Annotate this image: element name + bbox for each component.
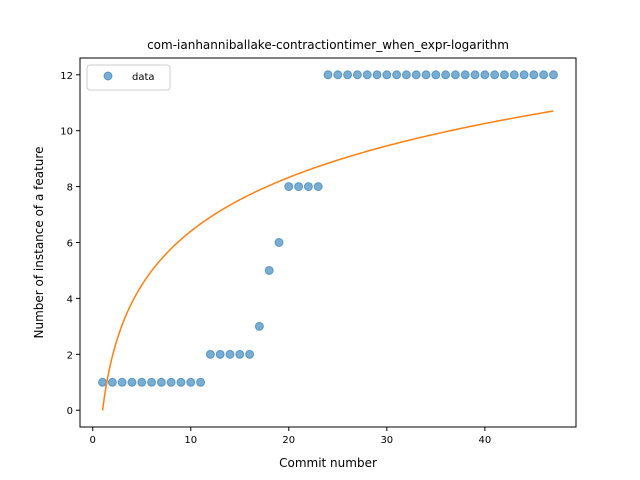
data-point: [137, 377, 147, 387]
data-point: [215, 349, 225, 359]
data-point: [490, 70, 500, 80]
data-point: [362, 70, 372, 80]
data-point: [127, 377, 137, 387]
chart-title: com-ianhanniballake-contractiontimer_whe…: [147, 38, 509, 52]
data-point: [401, 70, 411, 80]
data-point: [117, 377, 127, 387]
x-tick-label: 10: [184, 435, 197, 446]
y-tick-label: 4: [67, 294, 73, 305]
y-tick-label: 0: [67, 406, 73, 417]
x-tick-label: 20: [282, 435, 295, 446]
data-point: [98, 377, 108, 387]
data-point: [470, 70, 480, 80]
data-point: [147, 377, 157, 387]
data-point: [107, 377, 117, 387]
data-point: [254, 321, 264, 331]
data-point: [303, 182, 313, 192]
y-tick-label: 8: [67, 183, 73, 194]
data-point: [196, 377, 206, 387]
data-point: [382, 70, 392, 80]
legend-box: [86, 64, 171, 91]
data-point: [323, 70, 333, 80]
data-point: [274, 238, 284, 247]
data-point: [392, 70, 402, 80]
data-point: [421, 70, 431, 80]
legend-marker-data: [103, 71, 113, 81]
plot-area: 0 10 20 30 40 0 2 4 6 8 10 12: [60, 70, 558, 446]
data-point: [441, 70, 451, 80]
y-tick-label: 12: [60, 71, 73, 82]
data-point: [539, 70, 549, 80]
data-point: [529, 70, 539, 80]
x-tick-label: 0: [90, 435, 96, 446]
y-tick-label: 2: [67, 350, 73, 361]
data-point: [509, 70, 519, 80]
data-point: [372, 70, 382, 80]
data-point: [450, 70, 460, 80]
fit-line: [101, 110, 554, 411]
data-point: [166, 377, 176, 387]
x-axis-label: Commit number: [279, 456, 377, 470]
y-tick-label: 6: [67, 239, 73, 250]
data-point: [176, 377, 186, 387]
data-point: [333, 70, 343, 80]
data-point: [499, 70, 509, 80]
y-tick-label: 10: [60, 127, 73, 138]
data-point: [205, 349, 215, 359]
data-point: [480, 70, 490, 80]
data-point: [460, 70, 470, 80]
data-point: [235, 349, 245, 359]
data-point: [264, 265, 274, 275]
x-tick-label: 30: [380, 435, 393, 446]
legend-label-data: data: [132, 72, 155, 83]
data-point: [313, 182, 323, 192]
x-tick-label: 40: [478, 435, 491, 446]
data-point: [343, 70, 353, 80]
data-point: [186, 377, 196, 387]
data-point: [431, 70, 441, 80]
data-point: [548, 70, 558, 80]
data-point: [411, 70, 421, 80]
y-axis-label: Number of instance of a feature: [32, 147, 46, 339]
data-point: [245, 349, 255, 359]
data-point: [294, 182, 304, 192]
data-point: [352, 70, 362, 80]
data-point: [225, 349, 235, 359]
legend: data: [86, 64, 171, 91]
data-point: [284, 182, 294, 192]
data-point: [156, 377, 166, 387]
data-point: [519, 70, 529, 80]
axes-frame: [79, 57, 577, 428]
